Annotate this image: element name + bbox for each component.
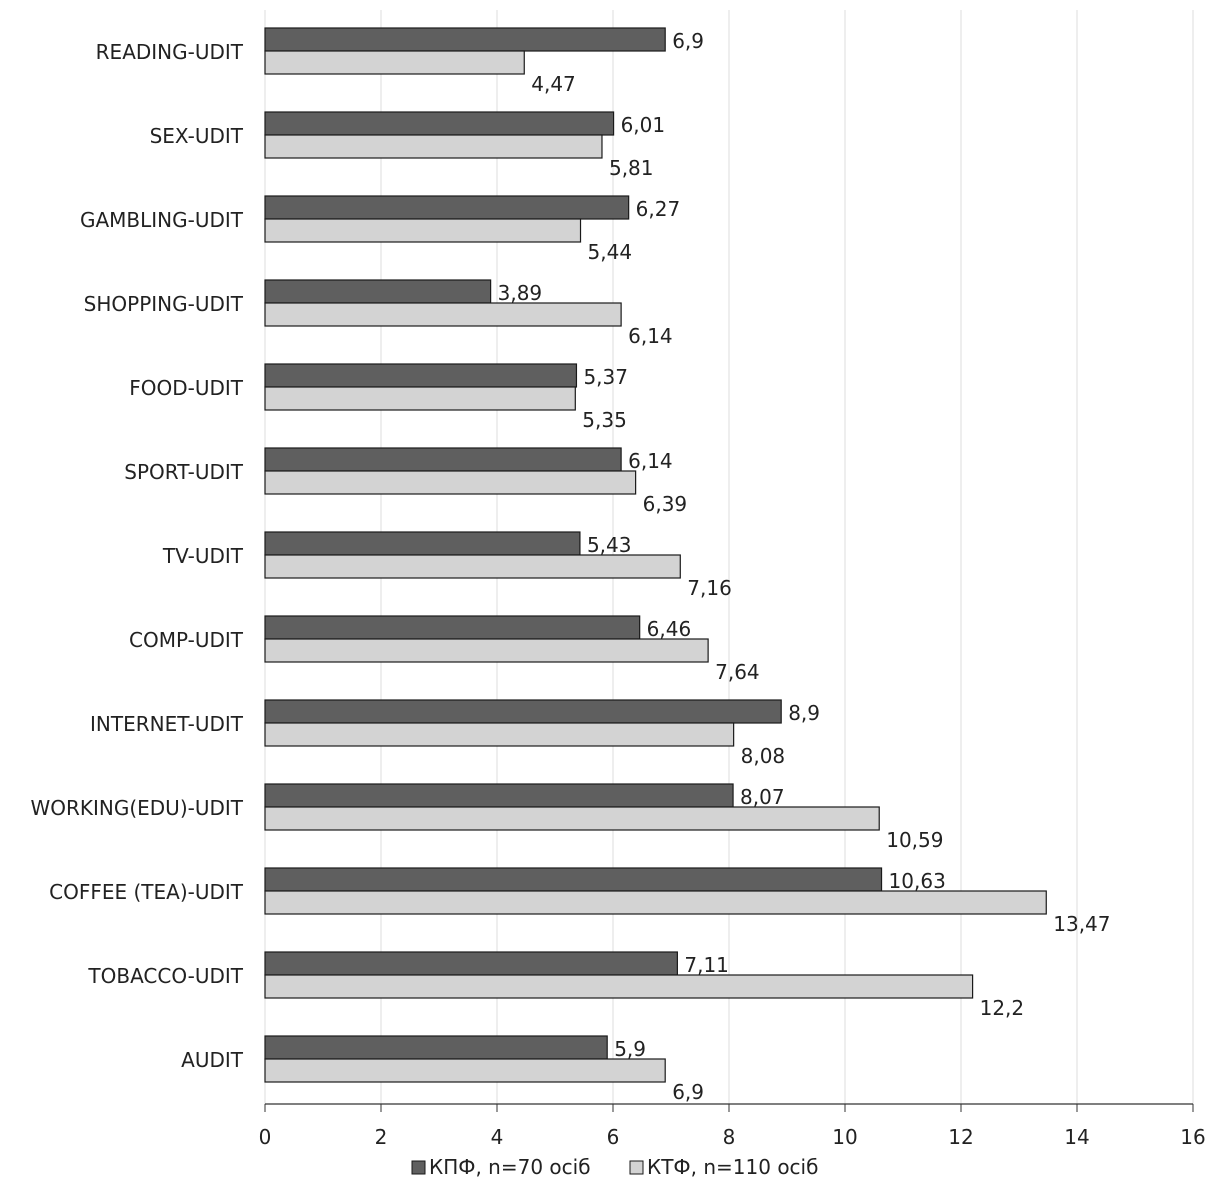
bar-ktf <box>264 722 735 747</box>
bar-kpf <box>264 783 734 808</box>
x-tick-label: 2 <box>375 1125 388 1149</box>
bar-kpf <box>264 363 578 388</box>
data-label: 6,9 <box>672 1080 704 1104</box>
legend-swatch <box>629 1160 644 1175</box>
data-label: 8,9 <box>788 701 820 725</box>
legend: КПФ, n=70 осіб КТФ, n=110 осіб <box>411 1155 818 1179</box>
data-label: 3,89 <box>498 281 543 305</box>
bar-kpf <box>264 195 630 220</box>
category-label: COMP-UDIT <box>129 628 244 652</box>
bar-ktf <box>264 554 681 579</box>
bar-ktf <box>264 302 622 327</box>
data-label: 5,37 <box>583 365 628 389</box>
x-tick-label: 0 <box>259 1125 272 1149</box>
category-label: READING-UDIT <box>96 40 244 64</box>
x-tick-label: 4 <box>491 1125 504 1149</box>
data-label: 5,35 <box>582 408 627 432</box>
x-tick-label: 16 <box>1180 1125 1205 1149</box>
bar-ktf <box>264 974 974 999</box>
bar-kpf <box>264 447 622 472</box>
bar-kpf <box>264 1035 608 1060</box>
bar-ktf <box>264 470 637 495</box>
bar-kpf <box>264 279 492 304</box>
category-label: TV-UDIT <box>162 544 244 568</box>
bar-ktf <box>264 386 576 411</box>
x-axis: 0 2 4 6 8 10 12 14 16 <box>259 1103 1206 1149</box>
data-label: 6,9 <box>672 29 704 53</box>
legend-label: КТФ, n=110 осіб <box>647 1155 818 1179</box>
category-label: COFFEE (TEA)-UDIT <box>49 880 244 904</box>
x-tick-label: 8 <box>723 1125 736 1149</box>
data-label: 5,81 <box>609 156 654 180</box>
bar-ktf <box>264 50 525 75</box>
bar-kpf <box>264 531 581 556</box>
bar-ktf <box>264 1058 666 1083</box>
data-label: 13,47 <box>1053 912 1110 936</box>
bars: 6,94,476,015,816,275,443,896,145,375,356… <box>264 27 1111 1104</box>
category-label: SHOPPING-UDIT <box>84 292 244 316</box>
bar-ktf <box>264 806 880 831</box>
data-label: 7,64 <box>715 660 760 684</box>
data-label: 5,9 <box>614 1037 646 1061</box>
bar-ktf <box>264 638 709 663</box>
data-label: 6,01 <box>621 113 666 137</box>
data-label: 6,46 <box>647 617 692 641</box>
bar-ktf <box>264 890 1047 915</box>
category-label: GAMBLING-UDIT <box>80 208 244 232</box>
category-label: WORKING(EDU)-UDIT <box>30 796 243 820</box>
x-tick-label: 14 <box>1064 1125 1089 1149</box>
data-label: 7,11 <box>684 953 729 977</box>
category-label: FOOD-UDIT <box>129 376 244 400</box>
bar-kpf <box>264 615 641 640</box>
bar-ktf <box>264 218 582 243</box>
data-label: 4,47 <box>531 72 576 96</box>
x-tick-label: 10 <box>832 1125 857 1149</box>
data-label: 10,59 <box>886 828 943 852</box>
bar-kpf <box>264 951 678 976</box>
category-label: SPORT-UDIT <box>124 460 243 484</box>
legend-label: КПФ, n=70 осіб <box>429 1155 591 1179</box>
x-tick-label: 6 <box>607 1125 620 1149</box>
data-label: 8,08 <box>741 744 786 768</box>
data-label: 12,2 <box>980 996 1025 1020</box>
category-label: SEX-UDIT <box>150 124 244 148</box>
category-label: INTERNET-UDIT <box>90 712 244 736</box>
data-label: 10,63 <box>889 869 946 893</box>
bar-ktf <box>264 134 603 159</box>
data-label: 8,07 <box>740 785 785 809</box>
data-label: 6,27 <box>636 197 681 221</box>
bar-kpf <box>264 27 666 52</box>
data-label: 5,43 <box>587 533 632 557</box>
bar-kpf <box>264 111 615 136</box>
data-label: 6,14 <box>628 324 673 348</box>
data-label: 7,16 <box>687 576 732 600</box>
x-tick-label: 12 <box>948 1125 973 1149</box>
category-label: TOBACCO-UDIT <box>87 964 243 988</box>
data-label: 6,14 <box>628 449 673 473</box>
legend-swatch <box>411 1160 426 1175</box>
grid-lines <box>264 10 1194 1104</box>
category-labels: READING-UDIT SEX-UDIT GAMBLING-UDIT SHOPPIN… <box>30 40 243 1072</box>
data-label: 5,44 <box>588 240 633 264</box>
data-label: 6,39 <box>643 492 688 516</box>
bar-kpf <box>264 699 782 724</box>
bar-kpf <box>264 867 883 892</box>
category-label: AUDIT <box>181 1048 244 1072</box>
